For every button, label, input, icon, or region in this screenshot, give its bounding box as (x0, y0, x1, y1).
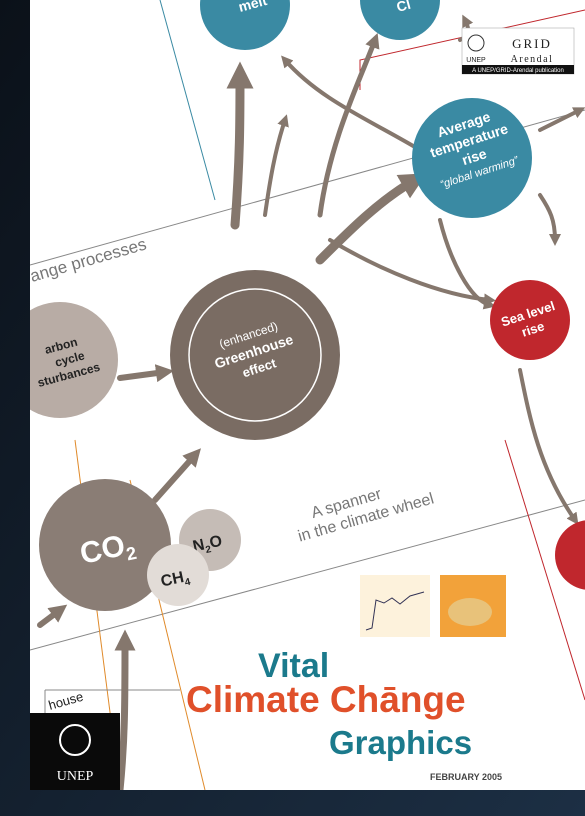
cover-screenshot: melt Cl Average temperature rise “global… (0, 0, 585, 816)
cover: melt Cl Average temperature rise “global… (2, 0, 585, 790)
badge-text: UNEP (466, 57, 486, 64)
title-line: Climate Chānge (186, 679, 466, 720)
badge-text: GRID (512, 36, 552, 51)
title-line: Graphics (329, 724, 472, 761)
date: FEBRUARY 2005 (430, 772, 502, 782)
badge-text: Arendal (511, 54, 554, 65)
logo-text: UNEP (57, 769, 94, 784)
page: melt Cl Average temperature rise “global… (0, 0, 585, 816)
unep-logo: UNEP (30, 713, 120, 790)
badge-text: A UNEP/GRID-Arendal publication (472, 68, 564, 74)
publisher-badge: UNEP GRID Arendal A UNEP/GRID-Arendal pu… (462, 28, 574, 74)
thumb-land (448, 598, 492, 626)
thumb-chart (360, 575, 430, 637)
